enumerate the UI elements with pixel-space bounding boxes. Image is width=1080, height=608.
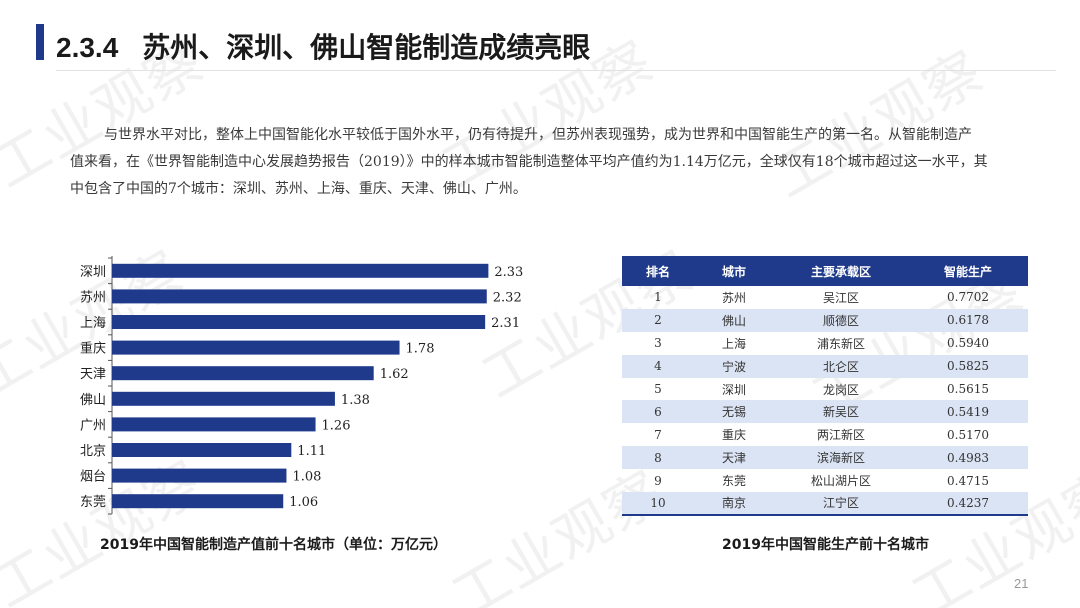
cell-zone: 江宁区 xyxy=(774,492,908,516)
bar xyxy=(112,468,287,483)
cell-rank: 4 xyxy=(622,354,694,378)
table-row: 10 南京 江宁区 0.4237 xyxy=(622,492,1028,516)
bar xyxy=(112,494,284,509)
cell-score: 0.4237 xyxy=(908,492,1028,516)
cell-score: 0.5940 xyxy=(947,336,989,351)
bar xyxy=(112,443,292,457)
cell-rank: 6 xyxy=(622,400,694,424)
cell-city: 无锡 xyxy=(694,400,774,424)
cell-city: 深圳 xyxy=(721,382,746,397)
cell-rank: 7 xyxy=(654,427,662,442)
cell-score: 0.7702 xyxy=(947,290,989,305)
data-label: 1.62 xyxy=(380,367,409,382)
section-title: 苏州、深圳、佛山智能制造成绩亮眼 xyxy=(142,31,591,64)
bar xyxy=(112,263,489,278)
cell-rank: 1 xyxy=(654,290,662,305)
cell-zone: 新吴区 xyxy=(774,400,908,424)
cell-city: 宁波 xyxy=(694,354,774,378)
header-score: 智能生产 xyxy=(908,256,1028,286)
bar xyxy=(112,315,486,329)
data-label: 1.26 xyxy=(322,418,351,433)
cell-rank: 9 xyxy=(654,473,662,488)
cell-city: 佛山 xyxy=(694,308,774,332)
category-label: 烟台 xyxy=(80,470,106,485)
page-title: 2.3.4 苏州、深圳、佛山智能制造成绩亮眼 xyxy=(56,26,590,66)
cell-city: 南京 xyxy=(694,492,774,516)
data-label: 1.08 xyxy=(292,470,321,485)
cell-city: 上海 xyxy=(721,336,746,351)
table-row: 3 上海 浦东新区 0.5940 xyxy=(622,332,1028,355)
paragraph-line: 值来看，在《世界智能制造中心发展趋势报告（2019）》中的样本城市智能制造整体平… xyxy=(70,154,988,170)
table-row: 9 东莞 松山湖片区 0.4715 xyxy=(622,469,1028,492)
cell-score: 0.4715 xyxy=(947,473,989,488)
data-label: 1.38 xyxy=(341,393,370,408)
table-caption: 2019年中国智能生产前十名城市 xyxy=(722,537,929,553)
table-row: 7 重庆 两江新区 0.5170 xyxy=(622,423,1028,446)
cell-score: 0.6178 xyxy=(908,308,1028,332)
cell-score: 0.5170 xyxy=(947,427,989,442)
table-row: 2 佛山 顺德区 0.6178 xyxy=(622,308,1028,332)
page-number: 21 xyxy=(1014,576,1029,591)
cell-score: 0.4983 xyxy=(908,446,1028,470)
cell-score: 0.5615 xyxy=(947,382,989,396)
cell-rank: 10 xyxy=(622,492,694,516)
bar xyxy=(112,289,487,304)
data-label: 1.78 xyxy=(406,342,435,357)
data-label: 2.31 xyxy=(491,316,520,331)
data-label: 2.33 xyxy=(494,265,523,280)
header-zone: 主要承载区 xyxy=(774,256,908,286)
bar xyxy=(112,417,316,432)
bar xyxy=(112,366,374,381)
category-label: 佛山 xyxy=(80,393,106,408)
cell-score: 0.5419 xyxy=(908,400,1028,424)
cell-zone: 浦东新区 xyxy=(816,336,865,351)
category-label: 天津 xyxy=(80,367,106,382)
cell-rank: 2 xyxy=(622,308,694,332)
header-rank: 排名 xyxy=(622,256,694,286)
paragraph-line: 与世界水平对比，整体上中国智能化水平较低于国外水平，仍有待提升，但苏州表现强势，… xyxy=(104,127,972,143)
category-label: 重庆 xyxy=(80,341,106,357)
category-label: 苏州 xyxy=(80,289,106,305)
chart-caption: 2019年中国智能制造产值前十名城市（单位：万亿元） xyxy=(100,537,447,553)
section-number: 2.3.4 xyxy=(56,32,119,63)
data-label: 1.11 xyxy=(297,444,326,459)
category-label: 北京 xyxy=(80,444,106,459)
table-row: 4 宁波 北仑区 0.5825 xyxy=(622,354,1028,378)
category-label: 广州 xyxy=(80,418,106,433)
title-accent-bar xyxy=(36,24,44,60)
paragraph-line: 中包含了中国的7个城市：深圳、苏州、上海、重庆、天津、佛山、广州。 xyxy=(70,181,527,197)
data-label: 1.06 xyxy=(289,495,318,510)
cell-zone: 松山湖片区 xyxy=(810,474,871,489)
category-label: 上海 xyxy=(80,316,106,331)
table-row: 8 天津 滨海新区 0.4983 xyxy=(622,446,1028,470)
title-divider xyxy=(56,70,1056,71)
category-label: 深圳 xyxy=(80,265,106,280)
header-city: 城市 xyxy=(694,256,774,286)
cell-city: 苏州 xyxy=(721,290,746,305)
table-row: 6 无锡 新吴区 0.5419 xyxy=(622,400,1028,424)
cell-zone: 滨海新区 xyxy=(774,446,908,470)
cell-zone: 两江新区 xyxy=(816,428,865,443)
category-label: 东莞 xyxy=(80,495,106,510)
bar xyxy=(112,340,400,355)
bar-chart: 深圳 2.33 苏州 2.32 上海 2.31 重庆 1.78 天津 1.62 佛山 1.38 广州 1.… xyxy=(80,256,523,515)
table-row: 5 深圳 龙岗区 0.5615 xyxy=(622,378,1028,401)
ranking-table: 排名 城市 主要承载区 智能生产 1 苏州 吴江区 0.7702 2 佛山 顺德区 0.617… xyxy=(622,256,1028,516)
cell-rank: 5 xyxy=(654,382,662,396)
cell-city: 天津 xyxy=(694,446,774,470)
cell-rank: 3 xyxy=(654,336,662,351)
cell-zone: 顺德区 xyxy=(774,308,908,332)
cell-city: 重庆 xyxy=(721,428,746,443)
intro-paragraph: 与世界水平对比，整体上中国智能化水平较低于国外水平，仍有待提升，但苏州表现强势，… xyxy=(70,122,1054,203)
table-header-row: 排名 城市 主要承载区 智能生产 xyxy=(622,256,1028,286)
data-label: 2.32 xyxy=(493,290,522,305)
cell-zone: 吴江区 xyxy=(822,290,859,305)
cell-zone: 北仑区 xyxy=(774,354,908,378)
cell-zone: 龙岗区 xyxy=(822,382,859,397)
cell-score: 0.5825 xyxy=(908,354,1028,378)
bar xyxy=(112,391,335,406)
cell-city: 东莞 xyxy=(721,474,746,489)
cell-rank: 8 xyxy=(622,446,694,470)
table-row: 1 苏州 吴江区 0.7702 xyxy=(622,286,1028,309)
